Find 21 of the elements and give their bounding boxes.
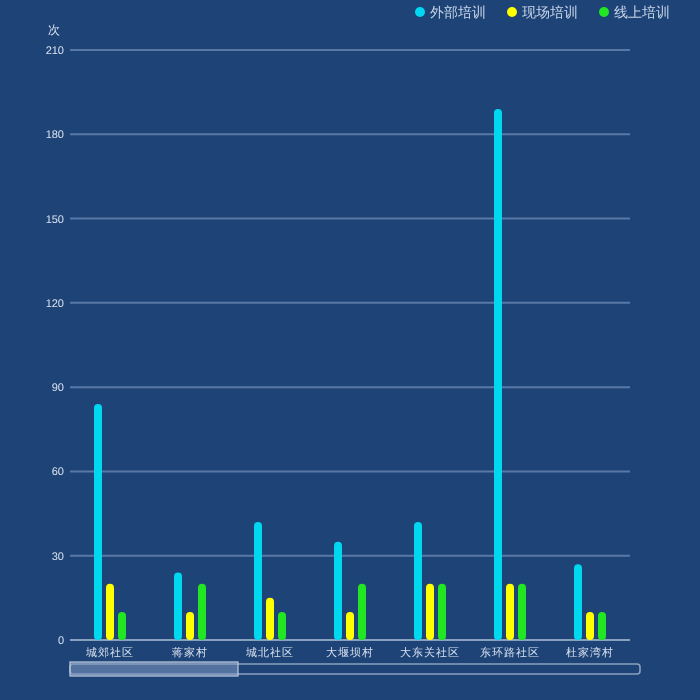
- bar: [598, 611, 606, 640]
- bar: [506, 583, 514, 640]
- bar: [494, 109, 502, 640]
- bar: [106, 583, 114, 640]
- bar: [438, 583, 446, 640]
- bar: [266, 597, 274, 640]
- bar: [574, 564, 582, 640]
- bar: [358, 583, 366, 640]
- bar: [278, 611, 286, 640]
- bar: [198, 583, 206, 640]
- bar: [186, 611, 194, 640]
- bar: [518, 583, 526, 640]
- bar: [334, 541, 342, 640]
- bar: [174, 572, 182, 640]
- bar: [254, 522, 262, 640]
- bar: [586, 611, 594, 640]
- bar: [426, 583, 434, 640]
- bar: [94, 404, 102, 640]
- bar: [118, 611, 126, 640]
- bar: [346, 611, 354, 640]
- bar: [414, 522, 422, 640]
